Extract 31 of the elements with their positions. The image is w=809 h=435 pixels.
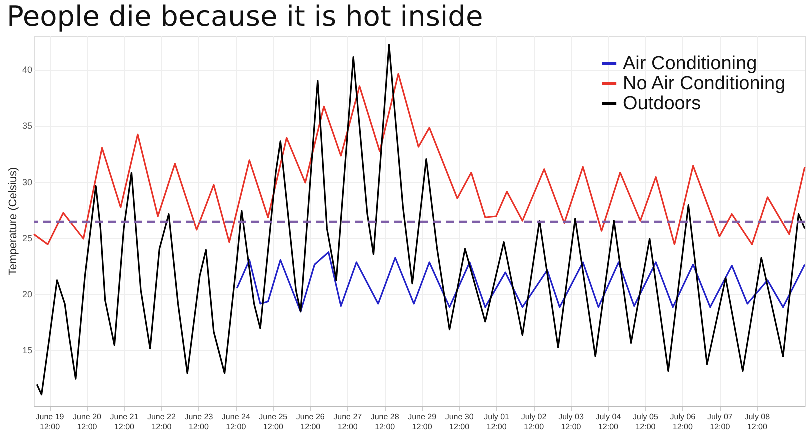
y-axis-title: Temperature (Celsius) (7, 167, 20, 276)
legend-label: No Air Conditioning (623, 74, 786, 94)
x-tick-label: July 08 12:00 (744, 412, 771, 432)
x-tick-label: June 20 12:00 (73, 412, 102, 432)
x-tick-label: July 03 12:00 (558, 412, 584, 432)
chart-title: People die because it is hot inside (6, 0, 484, 33)
x-tick-label: June 23 12:00 (184, 412, 214, 432)
legend-label: Air Conditioning (623, 54, 758, 74)
x-tick-label: June 27 12:00 (334, 412, 363, 432)
x-tick-label: June 21 12:00 (110, 412, 140, 432)
x-tick-label: June 25 12:00 (259, 412, 288, 432)
x-tick-label: June 22 12:00 (147, 412, 176, 432)
y-tick-label: 30 (22, 177, 32, 188)
x-tick-label: July 01 12:00 (484, 412, 510, 432)
y-tick-label: 35 (22, 121, 32, 132)
x-tick-label: June 29 12:00 (408, 412, 438, 432)
x-tick-label: June 30 12:00 (445, 412, 474, 432)
x-tick-label: June 19 12:00 (36, 412, 65, 432)
x-tick-label: June 24 12:00 (222, 412, 251, 432)
x-tick-label: July 02 12:00 (521, 412, 548, 432)
y-tick-label: 15 (22, 345, 32, 356)
x-tick-label: June 26 12:00 (296, 412, 326, 432)
y-tick-label: 40 (22, 65, 32, 76)
x-tick-label: June 28 12:00 (370, 412, 400, 432)
x-tick-label: July 05 12:00 (633, 412, 659, 432)
x-tick-label: July 07 12:00 (708, 412, 734, 432)
y-tick-label: 20 (22, 289, 32, 300)
y-tick-label: 25 (22, 233, 32, 244)
legend-label: Outdoors (623, 94, 702, 114)
x-tick-label: July 04 12:00 (596, 412, 622, 432)
x-tick-label: July 06 12:00 (670, 412, 696, 432)
